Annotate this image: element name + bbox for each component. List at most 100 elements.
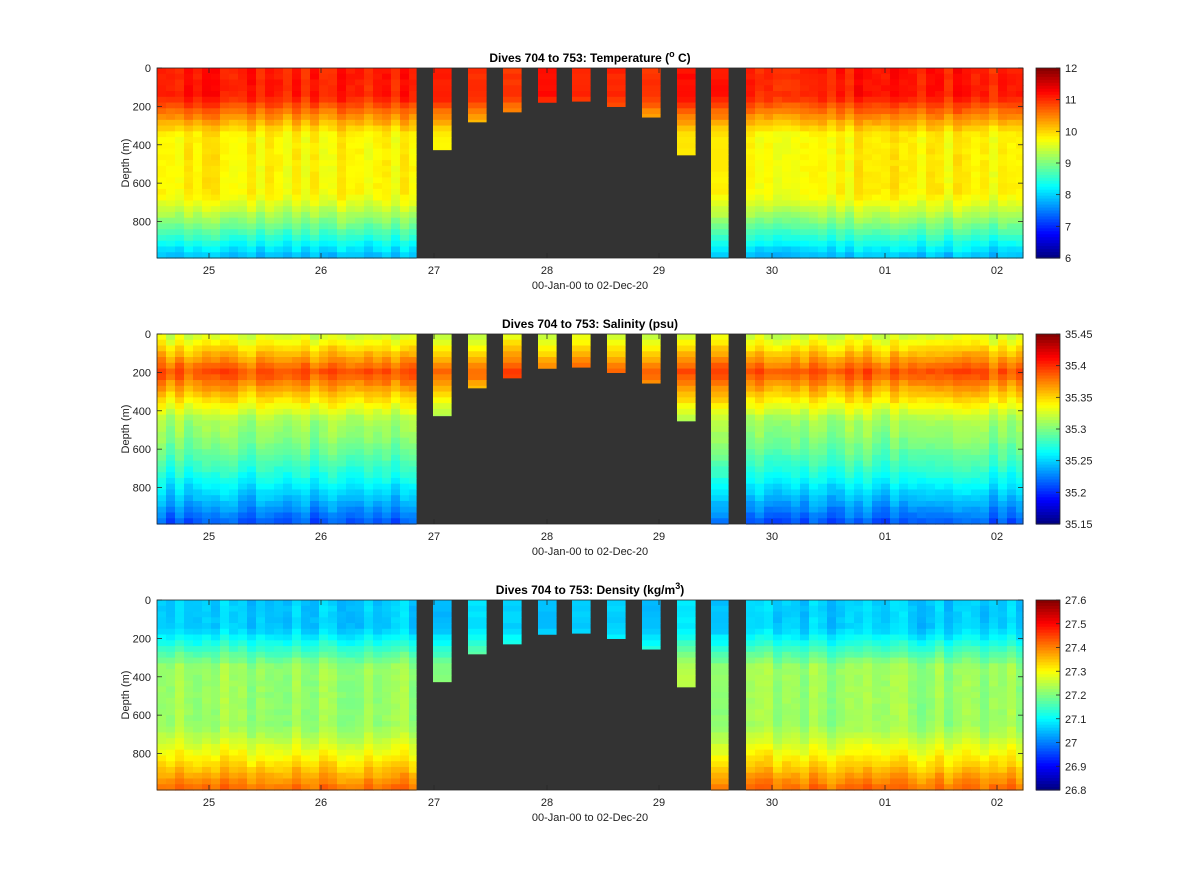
data-cell [409, 131, 417, 138]
data-cell [971, 68, 981, 75]
data-cell [782, 443, 792, 450]
data-cell [827, 449, 837, 456]
data-cell [953, 85, 963, 92]
data-cell [854, 79, 864, 86]
data-cell [711, 403, 729, 410]
data-cell [256, 449, 266, 456]
data-cell [809, 131, 819, 138]
colorbar-tick-label: 9 [1065, 158, 1071, 170]
data-cell [827, 426, 837, 433]
data-cell [175, 472, 185, 479]
data-cell [755, 240, 765, 248]
data-cell [711, 137, 729, 144]
y-tick-label: 400 [133, 140, 151, 152]
data-cell [908, 466, 918, 473]
data-cell [238, 125, 248, 132]
data-cell [283, 362, 293, 370]
data-cell [265, 460, 275, 468]
data-cell [202, 772, 212, 780]
data-cell [572, 334, 591, 341]
data-cell [1007, 165, 1017, 173]
data-cell [953, 211, 963, 219]
data-cell [157, 334, 167, 341]
data-cell [292, 495, 302, 502]
data-cell [872, 449, 882, 456]
data-cell [1016, 234, 1024, 242]
data-cell [337, 477, 347, 485]
data-cell [980, 454, 990, 462]
data-cell [265, 680, 275, 687]
data-cell [400, 252, 410, 259]
data-cell [292, 334, 302, 341]
data-cell [962, 380, 972, 387]
data-cell [917, 431, 927, 439]
data-cell [157, 200, 167, 207]
data-cell [809, 211, 819, 219]
data-cell [373, 73, 383, 81]
data-cell [989, 500, 999, 508]
data-cell [166, 240, 176, 248]
data-cell [256, 778, 266, 785]
data-cell [175, 720, 185, 728]
data-cell [863, 345, 873, 352]
data-cell [409, 357, 417, 364]
data-cell [184, 506, 194, 514]
data-cell [917, 362, 927, 370]
data-cell [364, 68, 374, 75]
data-cell [836, 102, 846, 109]
data-cell [746, 154, 756, 161]
data-cell [247, 206, 257, 213]
data-cell [746, 148, 756, 155]
data-cell [809, 68, 819, 75]
colorbar-cell [1036, 249, 1060, 253]
data-cell [238, 183, 248, 190]
data-cell [881, 102, 891, 109]
data-cell [391, 96, 401, 104]
data-cell [917, 489, 927, 496]
data-cell [800, 483, 810, 491]
data-cell [166, 634, 176, 641]
data-cell [890, 351, 900, 358]
data-cell [193, 749, 203, 757]
data-cell [274, 345, 284, 352]
colorbar-tick-label: 6 [1065, 253, 1071, 265]
data-cell [746, 183, 756, 190]
data-cell [953, 252, 963, 259]
data-cell [845, 385, 855, 393]
data-cell [301, 125, 311, 132]
data-cell [301, 229, 311, 236]
data-cell [310, 114, 320, 121]
data-cell [301, 703, 311, 710]
data-cell [755, 154, 765, 161]
data-cell [818, 374, 828, 381]
data-cell [1007, 240, 1017, 248]
data-cell [283, 766, 293, 774]
data-cell [791, 426, 801, 433]
data-cell [899, 483, 909, 491]
data-cell [211, 477, 221, 485]
colorbar-cell [1036, 411, 1060, 415]
data-cell [301, 420, 311, 427]
data-cell [899, 477, 909, 485]
data-cell [229, 85, 239, 92]
data-cell [845, 108, 855, 115]
data-cell [382, 229, 392, 236]
data-cell [989, 160, 999, 167]
data-cell [328, 165, 338, 173]
data-cell [355, 518, 365, 525]
data-cell [1016, 339, 1024, 347]
data-cell [229, 663, 239, 670]
data-cell [166, 680, 176, 687]
data-cell [998, 368, 1008, 375]
data-cell [503, 96, 522, 104]
data-cell [809, 477, 819, 485]
data-cell [809, 449, 819, 456]
data-cell [202, 628, 212, 636]
data-cell [202, 154, 212, 161]
data-cell [962, 489, 972, 496]
data-cell [818, 68, 828, 75]
data-cell [854, 368, 864, 375]
data-cell [229, 437, 239, 444]
data-cell [755, 374, 765, 381]
data-cell [773, 194, 783, 202]
